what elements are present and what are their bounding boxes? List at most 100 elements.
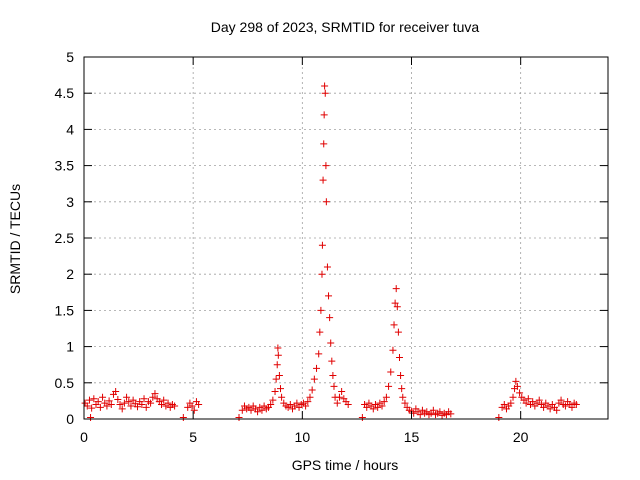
- data-point: [271, 387, 279, 395]
- chart-title: Day 298 of 2023, SRMTID for receiver tuv…: [211, 19, 480, 35]
- x-tick-label: 10: [295, 429, 311, 445]
- data-point: [319, 176, 327, 184]
- data-point: [436, 408, 444, 416]
- data-point: [151, 390, 159, 398]
- data-point: [164, 399, 172, 407]
- y-tick-label: 1: [66, 339, 74, 355]
- data-point: [125, 398, 133, 406]
- data-point: [429, 406, 437, 414]
- data-point: [512, 377, 520, 385]
- data-point: [397, 372, 405, 380]
- data-point: [158, 401, 166, 409]
- data-point: [112, 387, 120, 395]
- data-point: [318, 241, 326, 249]
- data-point: [258, 406, 266, 414]
- data-point: [561, 402, 569, 410]
- data-point: [522, 399, 530, 407]
- data-point: [330, 382, 338, 390]
- data-point: [389, 346, 397, 354]
- data-point: [188, 402, 196, 410]
- y-tick-label: 3: [66, 194, 74, 210]
- x-axis-title: GPS time / hours: [292, 457, 399, 473]
- data-point: [321, 89, 329, 97]
- axis-layer: 0 0.5 1 1.5 2 2.5 3 3.5 4 4.5 5 0 5 10 15 20: [55, 49, 609, 445]
- data-point: [338, 387, 346, 395]
- x-tick-label: 0: [80, 429, 88, 445]
- y-tick-label: 4: [66, 121, 74, 137]
- data-point: [516, 389, 524, 397]
- data-point: [274, 344, 282, 352]
- data-point: [235, 414, 243, 422]
- data-point: [306, 393, 314, 401]
- data-point: [328, 357, 336, 365]
- data-point: [120, 399, 128, 407]
- grid-layer: [84, 57, 608, 419]
- y-tick-label: 0: [66, 411, 74, 427]
- x-tick-label: 20: [513, 429, 529, 445]
- data-point: [327, 339, 335, 347]
- data-point: [318, 270, 326, 278]
- data-point: [535, 396, 543, 404]
- data-point: [254, 408, 262, 416]
- data-point: [553, 406, 561, 414]
- data-point: [138, 401, 146, 409]
- data-point: [416, 411, 424, 419]
- data-point: [286, 401, 294, 409]
- data-point: [87, 414, 95, 422]
- data-point: [103, 402, 111, 410]
- data-point: [393, 303, 401, 311]
- data-point: [387, 368, 395, 376]
- data-point: [317, 306, 325, 314]
- data-point: [184, 403, 192, 411]
- data-point: [96, 403, 104, 411]
- data-point: [171, 402, 179, 410]
- data-point: [322, 162, 330, 170]
- data-point: [374, 403, 382, 411]
- data-point: [267, 401, 275, 409]
- x-tick-label: 5: [189, 429, 197, 445]
- data-point: [392, 285, 400, 293]
- data-point: [398, 385, 406, 393]
- data-point: [507, 399, 515, 407]
- data-point: [273, 361, 281, 369]
- data-point: [304, 398, 312, 406]
- data-point: [568, 403, 576, 411]
- data-point: [557, 396, 565, 404]
- data-point: [325, 292, 333, 300]
- data-point: [316, 328, 324, 336]
- y-tick-label: 3.5: [55, 158, 75, 174]
- data-point: [326, 314, 334, 322]
- data-point: [238, 406, 246, 414]
- data-point: [447, 410, 455, 418]
- data-point: [118, 405, 126, 413]
- y-tick-label: 0.5: [55, 375, 75, 391]
- points-layer: [81, 82, 580, 422]
- data-point: [546, 405, 554, 413]
- data-point: [129, 396, 137, 404]
- y-axis-title: SRMTID / TECUs: [7, 184, 23, 294]
- data-point: [133, 403, 141, 411]
- data-point: [509, 393, 517, 401]
- data-point: [123, 393, 131, 401]
- data-point: [572, 401, 580, 409]
- data-point: [394, 328, 402, 336]
- data-point: [385, 382, 393, 390]
- y-tick-label: 5: [66, 49, 74, 65]
- data-point: [114, 395, 122, 403]
- data-point: [500, 401, 508, 409]
- data-point: [94, 398, 102, 406]
- data-point: [378, 402, 386, 410]
- data-point: [315, 350, 323, 358]
- y-tick-label: 1.5: [55, 302, 75, 318]
- data-point: [363, 403, 371, 411]
- data-point: [391, 299, 399, 307]
- data-point: [247, 406, 255, 414]
- data-point: [308, 386, 316, 394]
- y-tick-label: 2.5: [55, 230, 75, 246]
- data-point: [88, 404, 96, 412]
- data-point: [399, 393, 407, 401]
- data-point: [313, 364, 321, 372]
- data-point: [321, 82, 329, 90]
- data-point: [105, 397, 113, 405]
